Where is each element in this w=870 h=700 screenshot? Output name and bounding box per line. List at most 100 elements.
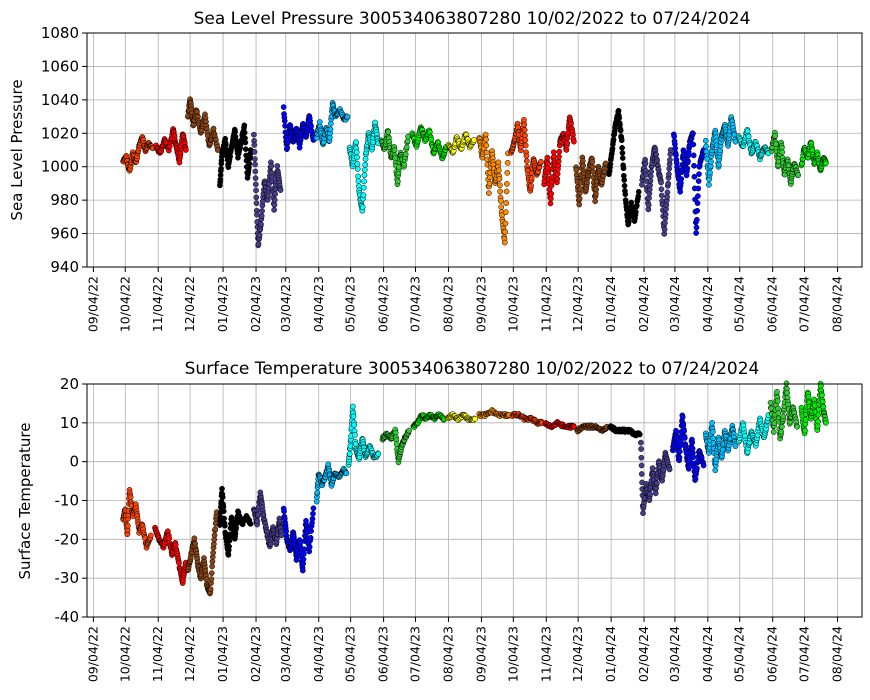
data-point: [652, 490, 659, 497]
data-point: [640, 510, 646, 517]
data-point: [354, 161, 361, 167]
data-point: [775, 410, 782, 416]
data-series: [379, 426, 412, 466]
data-point: [226, 543, 232, 550]
data-point: [471, 137, 477, 143]
x-tick-label: 10/04/23: [505, 626, 520, 682]
x-tick-label: 07/04/24: [797, 626, 812, 682]
x-tick-label: 11/04/23: [538, 626, 553, 682]
x-tick-label: 05/04/23: [343, 626, 358, 682]
data-point: [495, 159, 502, 166]
data-point: [556, 148, 563, 155]
x-tick-label: 09/04/23: [473, 276, 488, 332]
data-point: [218, 165, 224, 172]
data-point: [523, 153, 530, 159]
data-point: [252, 156, 258, 162]
x-tick-label: 09/04/23: [473, 626, 488, 682]
x-tick-label: 03/04/23: [278, 626, 293, 682]
x-tick-label: 02/04/24: [636, 626, 651, 682]
data-point: [704, 156, 710, 162]
y-tick-label: -30: [55, 569, 80, 587]
data-point: [127, 494, 134, 501]
data-point: [222, 522, 228, 529]
data-point: [694, 465, 700, 472]
data-point: [308, 528, 314, 534]
data-point: [252, 168, 259, 175]
y-tick-label: 0: [69, 453, 79, 471]
data-point: [350, 413, 357, 420]
data-point: [780, 413, 787, 420]
data-point: [354, 154, 360, 161]
data-point: [521, 117, 527, 123]
data-point: [618, 137, 625, 144]
data-point: [254, 211, 260, 218]
x-tick-label: 10/04/23: [505, 276, 520, 332]
data-point: [647, 491, 653, 498]
data-point: [715, 161, 722, 168]
data-point: [352, 441, 359, 447]
data-point: [259, 208, 265, 214]
data-point: [223, 141, 229, 148]
data-point: [694, 216, 700, 223]
data-point: [472, 416, 478, 422]
data-point: [554, 176, 561, 182]
data-series: [476, 407, 512, 420]
data-point: [706, 181, 712, 188]
data-point: [619, 150, 626, 156]
y-tick-label: -40: [55, 608, 80, 626]
x-tick-label: 04/04/24: [700, 626, 715, 682]
data-point: [344, 113, 351, 120]
data-series: [735, 412, 772, 456]
data-point: [710, 440, 717, 446]
x-tick-label: 12/04/23: [570, 626, 585, 682]
data-point: [615, 107, 622, 114]
data-series: [346, 119, 382, 214]
x-tick-label: 09/04/22: [85, 626, 100, 682]
x-tick-label: 02/04/24: [636, 276, 651, 332]
data-point: [486, 180, 493, 187]
data-point: [306, 544, 313, 550]
data-point: [504, 169, 511, 176]
chart-title: Surface Temperature 300534063807280 10/0…: [185, 359, 760, 379]
data-point: [346, 451, 353, 457]
data-point: [658, 192, 665, 199]
data-point: [176, 560, 182, 566]
y-axis-label: Sea Level Pressure: [8, 79, 26, 220]
x-tick-label: 11/04/22: [150, 276, 165, 332]
data-point: [310, 510, 316, 517]
data-point: [795, 172, 802, 178]
data-point: [703, 143, 709, 150]
data-point: [709, 420, 715, 426]
data-point: [815, 418, 821, 425]
data-point: [362, 161, 369, 168]
data-point: [658, 186, 665, 193]
data-point: [549, 178, 555, 185]
data-point: [666, 466, 673, 473]
data-point: [645, 202, 652, 209]
data-point: [211, 532, 218, 539]
x-tick-label: 05/04/24: [732, 276, 747, 332]
data-point: [678, 176, 685, 182]
data-point: [251, 131, 257, 138]
data-point: [359, 204, 366, 211]
data-point: [497, 188, 504, 195]
x-tick-label: 05/04/24: [732, 626, 747, 682]
data-series: [702, 114, 739, 188]
data-point: [778, 428, 785, 435]
data-point: [693, 230, 700, 236]
data-point: [522, 137, 529, 143]
data-point: [232, 128, 238, 135]
x-tick-label: 03/04/23: [278, 276, 293, 332]
data-point: [361, 178, 367, 185]
data-series: [185, 96, 221, 153]
data-point: [684, 165, 691, 172]
data-point: [707, 169, 713, 176]
x-tick-label: 07/04/23: [407, 276, 422, 332]
data-point: [635, 188, 642, 195]
data-point: [125, 522, 131, 529]
data-point: [823, 160, 829, 167]
data-point: [392, 429, 399, 436]
plot-frame: [86, 32, 863, 268]
data-series: [120, 487, 154, 551]
data-point: [343, 470, 350, 477]
